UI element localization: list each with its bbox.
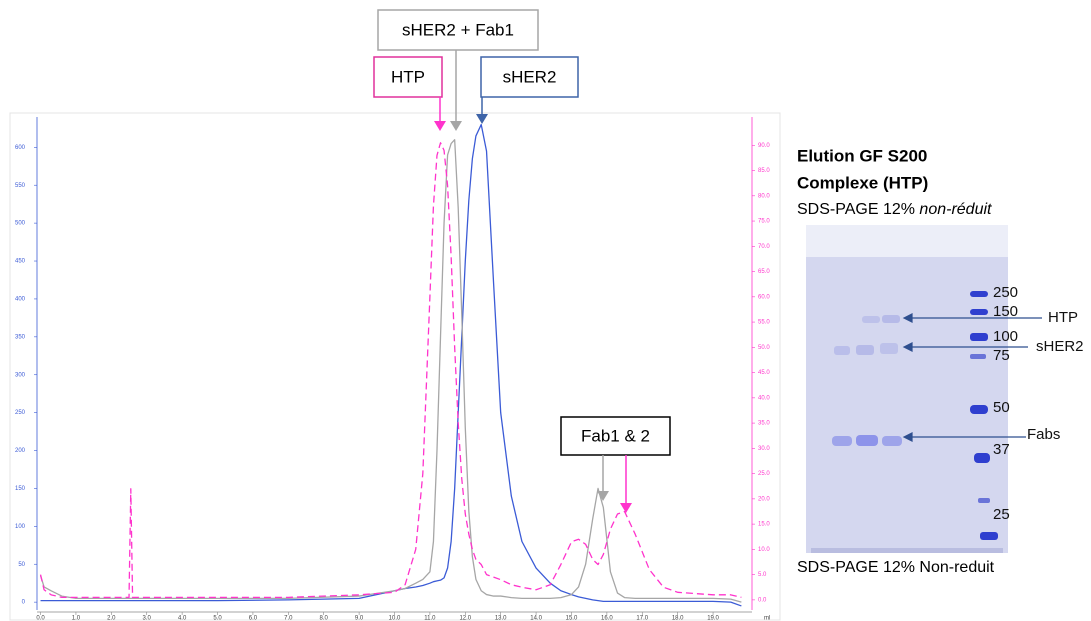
x-tick-label: 0.0 <box>36 616 45 621</box>
annotation-arrowhead <box>476 114 488 124</box>
y2-tick-label: 50.0 <box>758 345 770 351</box>
x-tick-label: 8.0 <box>320 616 329 621</box>
y2-tick-label: 90.0 <box>758 143 770 149</box>
y2-tick-label: 70.0 <box>758 244 770 250</box>
band-label: sHER2 <box>1036 338 1084 355</box>
y2-tick-label: 75.0 <box>758 219 770 225</box>
y2-tick-label: 80.0 <box>758 193 770 199</box>
y-tick-label: 50 <box>18 562 25 568</box>
series-line <box>39 139 742 603</box>
x-tick-label: 14.0 <box>530 616 542 621</box>
annotation-label: sHER2 + Fab1 <box>402 20 514 39</box>
y-tick-label: 200 <box>15 448 26 454</box>
x-tick-label: 4.0 <box>178 616 187 621</box>
y2-tick-label: 85.0 <box>758 168 770 174</box>
annotation-label: sHER2 <box>503 67 557 86</box>
x-tick-label: 6.0 <box>249 616 258 621</box>
gel-image <box>806 225 1008 553</box>
marker-label: 25 <box>993 506 1010 523</box>
y2-tick-label: 45.0 <box>758 370 770 376</box>
marker-label: 250 <box>993 284 1018 301</box>
gel-wells <box>806 225 1008 257</box>
annotation-label: HTP <box>391 67 425 86</box>
marker-lane <box>970 291 998 540</box>
band-label: HTP <box>1048 309 1078 326</box>
y-tick-label: 0 <box>22 600 26 606</box>
x-tick-label: 19.0 <box>707 616 719 621</box>
y2-tick-label: 25.0 <box>758 471 770 477</box>
x-tick-label: 16.0 <box>601 616 613 621</box>
y-tick-label: 300 <box>15 372 26 378</box>
y-tick-label: 500 <box>15 221 26 227</box>
y-tick-label: 400 <box>15 297 26 303</box>
x-tick-label: 13.0 <box>495 616 507 621</box>
y-tick-label: 550 <box>15 183 26 189</box>
marker-label: 100 <box>993 328 1018 345</box>
gel-subtitle: SDS-PAGE 12% non-réduit <box>797 201 992 218</box>
annotation-arrowhead <box>434 121 446 131</box>
annotation-box <box>480 56 579 98</box>
y-tick-label: 350 <box>15 334 26 340</box>
x-axis-label: ml <box>764 616 770 621</box>
gel-bands <box>832 315 902 446</box>
gel-front <box>811 548 1003 553</box>
gel-subtitle-em: non-réduit <box>919 201 992 218</box>
x-tick-label: 2.0 <box>107 616 116 621</box>
x-tick-label: 11.0 <box>424 616 436 621</box>
marker-label: 150 <box>993 303 1018 320</box>
x-tick-label: 9.0 <box>355 616 364 621</box>
annotation-box <box>560 416 671 456</box>
y-tick-label: 150 <box>15 486 26 492</box>
x-tick-label: 7.0 <box>284 616 293 621</box>
x-tick-label: 18.0 <box>672 616 684 621</box>
plot-frame <box>9 112 781 621</box>
x-tick-label: 17.0 <box>636 616 648 621</box>
y2-tick-label: 15.0 <box>758 522 770 528</box>
y2-tick-label: 60.0 <box>758 294 770 300</box>
y2-tick-label: 5.0 <box>758 572 767 578</box>
gel-background <box>806 225 1008 553</box>
series-line <box>40 123 742 607</box>
y2-tick-label: 55.0 <box>758 320 770 326</box>
y2-tick-label: 40.0 <box>758 395 770 401</box>
gel-title: Elution GF S200 <box>797 146 927 165</box>
y-tick-label: 100 <box>15 524 26 530</box>
band-label: Fabs <box>1027 426 1060 443</box>
annotation-label: Fab1 & 2 <box>581 426 650 445</box>
annotation-arrowhead <box>597 491 609 501</box>
gel-subtitle-text: SDS-PAGE 12% <box>797 201 915 218</box>
x-tick-label: 5.0 <box>213 616 222 621</box>
gel-caption: SDS-PAGE 12% Non-reduit <box>797 559 995 576</box>
x-tick-label: 1.0 <box>72 616 81 621</box>
annotation-arrowhead <box>620 503 632 513</box>
y2-tick-label: 20.0 <box>758 496 770 502</box>
y2-tick-label: 0.0 <box>758 597 767 603</box>
gel-title: Complexe (HTP) <box>797 173 928 192</box>
y-tick-label: 600 <box>15 145 26 151</box>
y-tick-label: 250 <box>15 410 26 416</box>
x-tick-label: 3.0 <box>143 616 152 621</box>
annotation-arrowhead <box>450 121 462 131</box>
marker-label: 75 <box>993 347 1010 364</box>
x-tick-label: 15.0 <box>566 616 578 621</box>
y-tick-label: 450 <box>15 259 26 265</box>
x-tick-label: 12.0 <box>459 616 471 621</box>
marker-label: 37 <box>993 441 1010 458</box>
y2-tick-label: 65.0 <box>758 269 770 275</box>
y2-tick-label: 10.0 <box>758 547 770 553</box>
y2-tick-label: 35.0 <box>758 421 770 427</box>
x-tick-label: 10.0 <box>389 616 401 621</box>
series-line <box>39 142 742 598</box>
annotation-box <box>377 9 539 51</box>
y2-tick-label: 30.0 <box>758 446 770 452</box>
annotation-box <box>373 56 443 98</box>
marker-label: 50 <box>993 399 1010 416</box>
gel-arrows <box>902 313 1042 442</box>
